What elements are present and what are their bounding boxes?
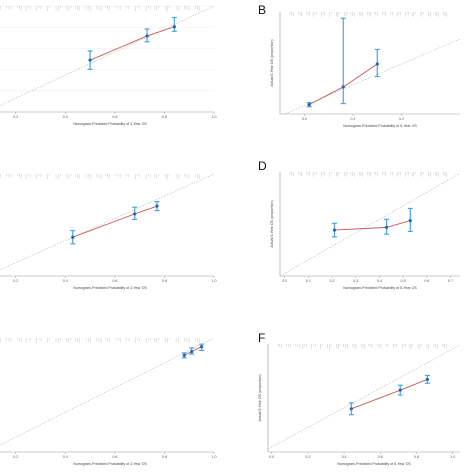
x-tick-label: 0.0	[269, 455, 274, 459]
x-tick-label: 0.6	[112, 115, 117, 119]
panel-a: 0.2 0.4 0.6 0.8 1.0 Nomogram-Predicted Probab…	[0, 5, 217, 126]
x-tick-label: 0.8	[162, 279, 167, 283]
data-point	[375, 62, 379, 66]
x-tick-label: 0.2	[305, 455, 310, 459]
data-point	[145, 34, 149, 38]
x-tick-label: 1.0	[212, 115, 217, 119]
data-point	[425, 377, 429, 381]
x-axis-label: Nomogram-Predicted Probability of 3-Year…	[73, 122, 147, 126]
panel-d: 0.0 0.1 0.2 0.3 0.4 0.5 0.6 0.7 Nomogram-Predict…	[258, 159, 461, 290]
x-tick-label: 1.0	[450, 455, 455, 459]
data-point	[200, 345, 204, 349]
panel-label: F	[258, 331, 265, 345]
data-point	[182, 353, 186, 357]
x-tick-label: 0.0	[282, 279, 287, 283]
x-tick-label: 1.0	[212, 279, 217, 283]
panel-label: D	[258, 159, 267, 173]
data-point	[332, 228, 337, 232]
x-tick-label: 0.2	[399, 117, 404, 121]
x-tick-label: 0.7	[448, 279, 453, 283]
data-point	[341, 85, 345, 89]
calibration-line	[89, 26, 175, 61]
ideal-line	[0, 173, 215, 271]
x-tick-label: 0.1	[350, 117, 355, 121]
x-tick-label: 0.6	[424, 279, 429, 283]
x-tick-label: 0.6	[378, 455, 383, 459]
data-point	[133, 212, 137, 216]
panel-f: 0.0 0.2 0.4 0.6 0.8 1.0 Nomogram-Predicted Pro…	[258, 331, 461, 466]
x-tick-label: 0.2	[13, 279, 18, 283]
calibration-line	[334, 220, 411, 231]
x-axis-label: Nomogram-Predicted Probability of 3-Year…	[73, 286, 147, 290]
data-point	[155, 204, 159, 208]
panel-e: 0.2 0.4 0.6 0.8 1.0 Nomogram-Predicted Probab…	[0, 337, 217, 466]
calibration-line	[72, 205, 158, 238]
panel-b: 0.0 0.1 0.2 Nomogram-Predicted Probability …	[258, 3, 461, 128]
x-tick-label: 0.5	[401, 279, 406, 283]
x-tick-label: 0.8	[162, 455, 167, 459]
x-tick-label: 0.6	[112, 455, 117, 459]
x-tick-label: 0.8	[162, 115, 167, 119]
x-axis-label: Nomogram-Predicted Probability of 5-Year…	[343, 124, 417, 128]
ideal-line	[279, 173, 461, 277]
x-tick-label: 0.2	[13, 115, 18, 119]
x-tick-label: 0.6	[112, 279, 117, 283]
data-point	[384, 225, 389, 229]
x-axis-label: Nomogram-Predicted Probability of 3-Year…	[73, 462, 147, 466]
x-tick-label: 0.4	[63, 115, 68, 119]
panel-c: 0.2 0.4 0.6 0.8 1.0 Nomogram-Predicted Probab…	[0, 173, 217, 290]
x-tick-label: 0.4	[63, 455, 68, 459]
x-tick-label: 1.0	[212, 455, 217, 459]
x-tick-label: 0.4	[63, 279, 68, 283]
x-tick-label: 0.4	[377, 279, 382, 283]
y-axis-label: Actual 5-Year OS (proportion)	[270, 39, 274, 86]
x-tick-label: 0.1	[306, 279, 311, 283]
x-tick-label: 0.3	[353, 279, 358, 283]
x-tick-label: 0.4	[342, 455, 347, 459]
x-tick-label: 0.2	[330, 279, 335, 283]
data-point	[307, 103, 311, 107]
y-axis-label: Actual 5-Year OS (proportion)	[258, 374, 262, 421]
data-point	[349, 407, 353, 411]
data-point	[71, 235, 75, 239]
x-axis-label: Nomogram-Predicted Probability of 5-Year…	[337, 462, 411, 466]
y-axis-label: Actual 5-Year OS (proportion)	[270, 200, 274, 247]
data-point	[88, 58, 92, 62]
x-axis-label: Nomogram-Predicted Probability of 5-Year…	[343, 286, 417, 290]
data-point	[408, 219, 412, 223]
ideal-line	[0, 5, 215, 106]
data-point	[172, 25, 176, 29]
x-tick-label: 0.0	[302, 117, 307, 121]
data-point	[398, 388, 402, 392]
x-tick-label: 0.2	[13, 455, 18, 459]
panel-label: B	[258, 3, 266, 17]
data-point	[190, 350, 194, 354]
x-tick-label: 0.8	[414, 455, 419, 459]
ideal-line	[0, 337, 215, 446]
calibration-line	[351, 378, 428, 410]
ideal-line	[267, 344, 461, 450]
